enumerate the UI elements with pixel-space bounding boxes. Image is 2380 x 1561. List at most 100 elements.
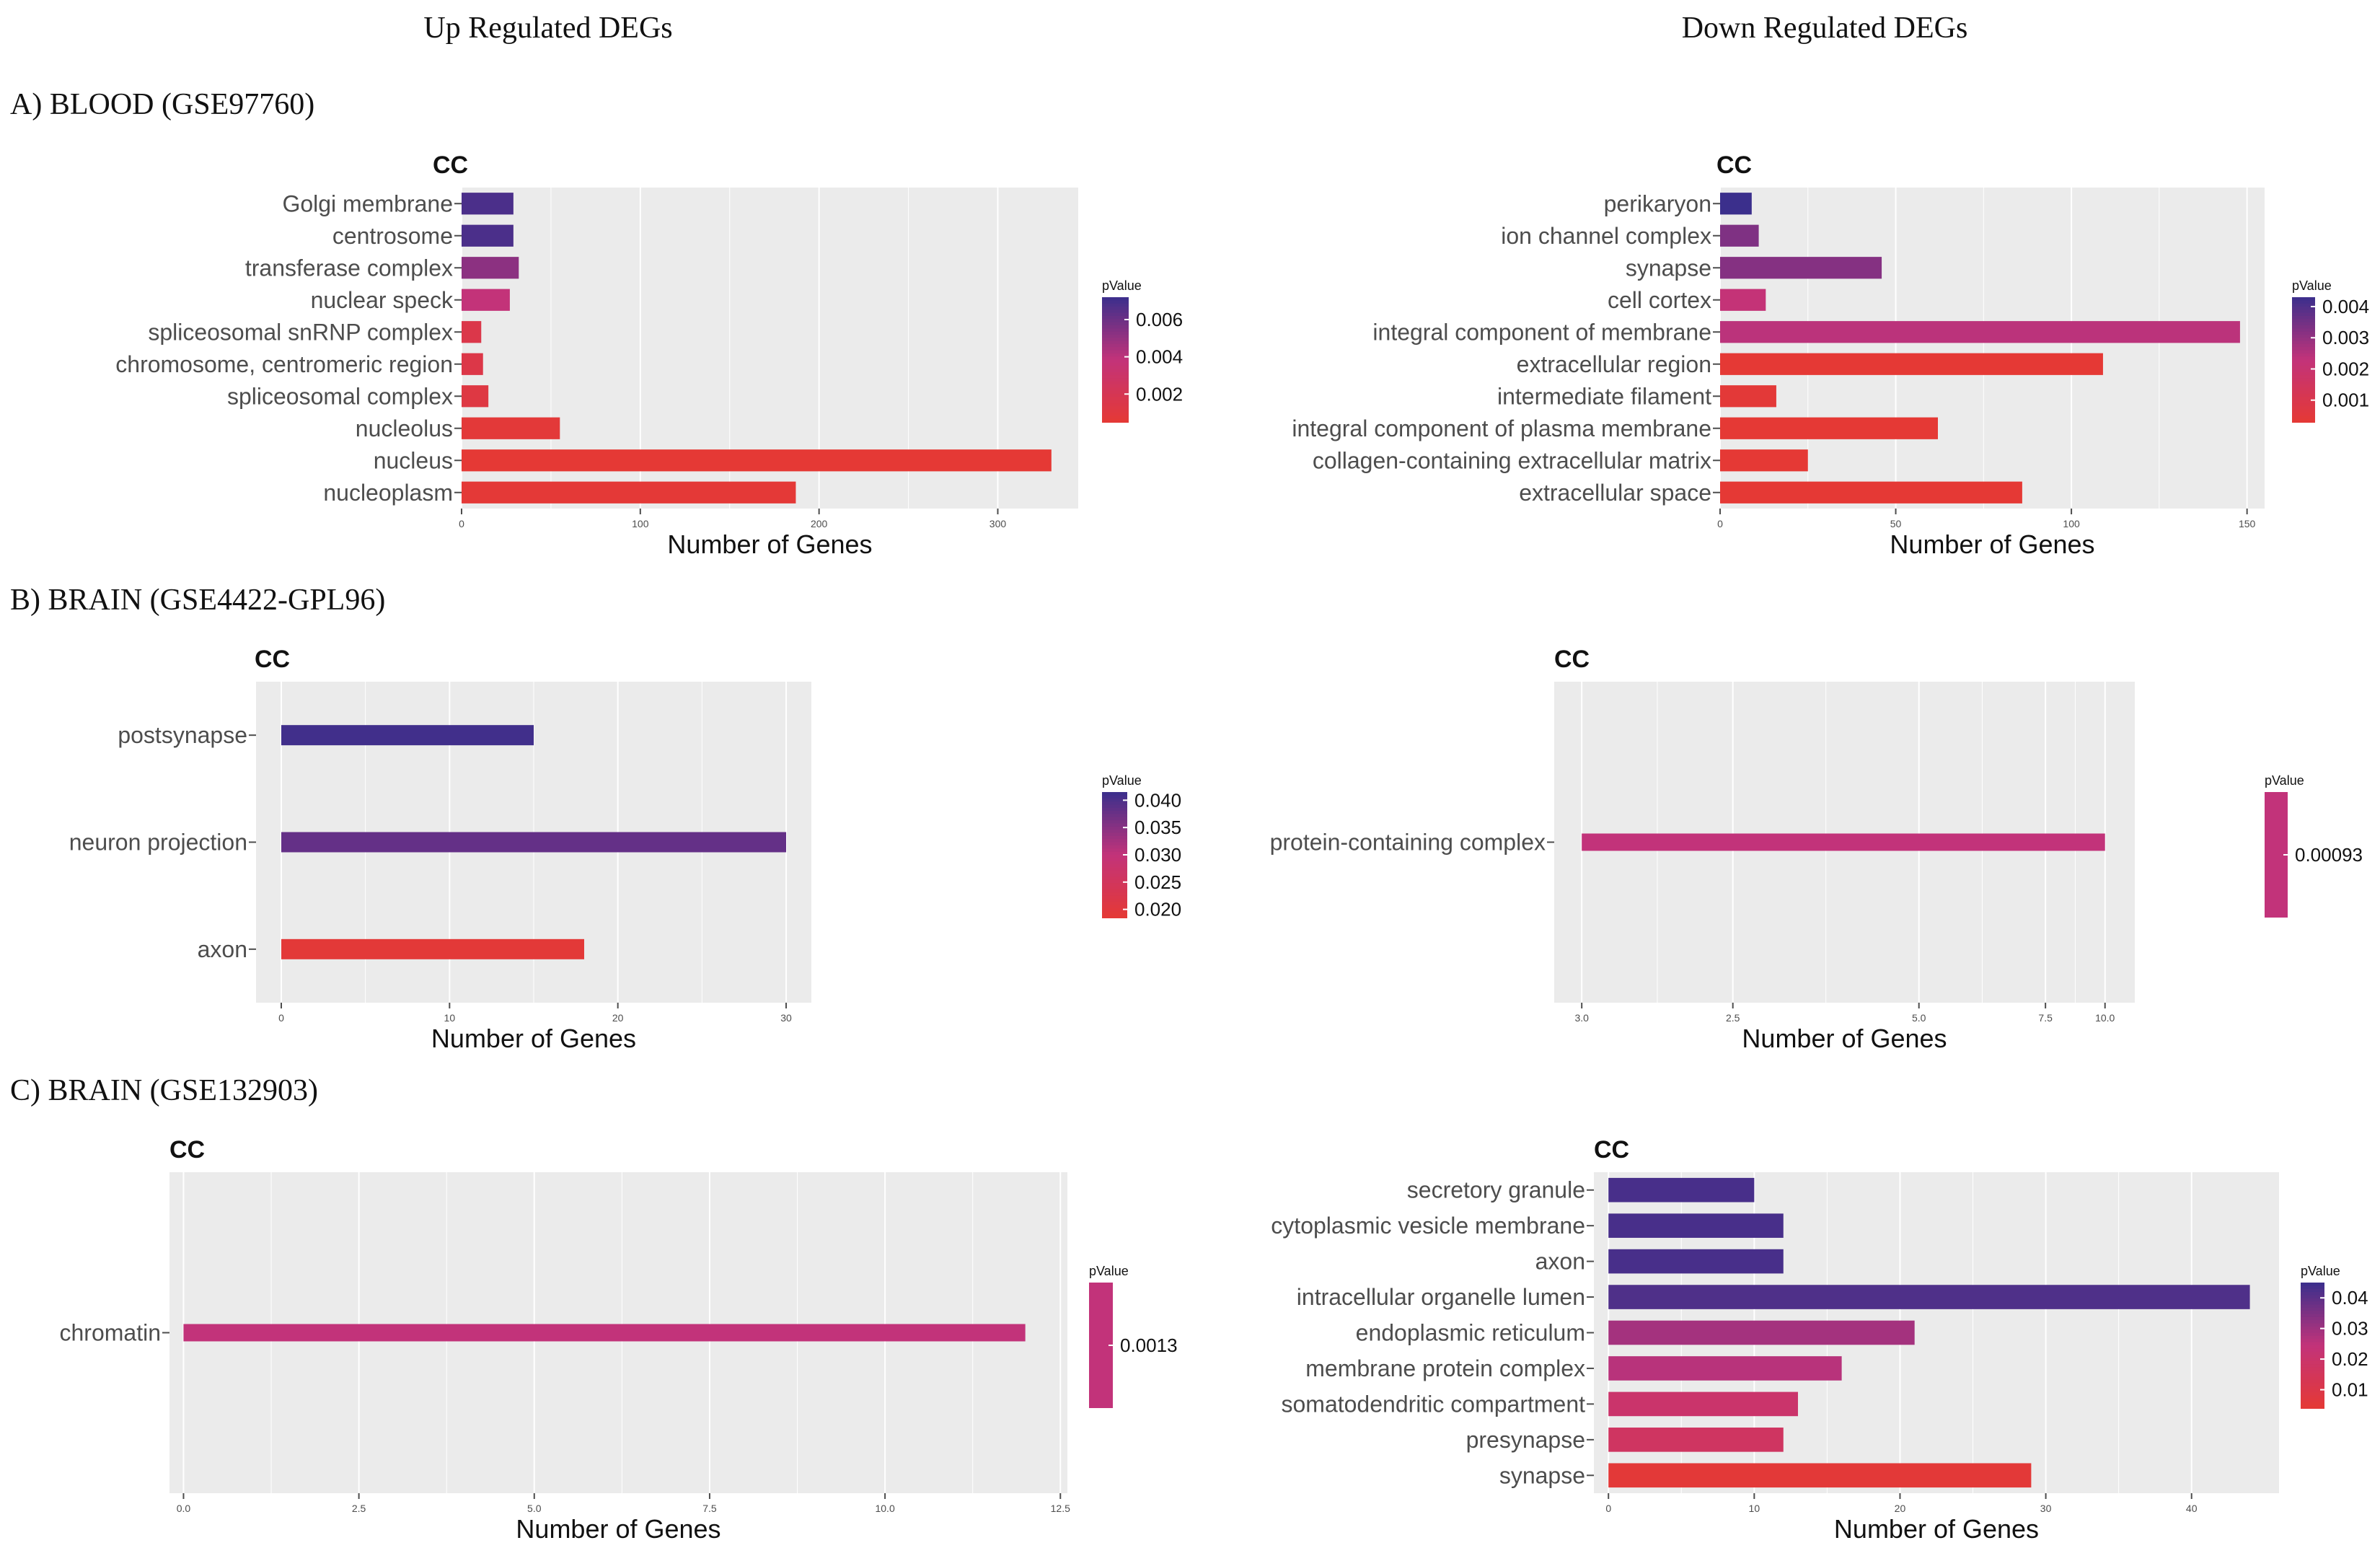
legend-colorbar-segment bbox=[2292, 400, 2315, 405]
bar bbox=[1608, 1213, 1784, 1238]
legend-label: 0.006 bbox=[1136, 309, 1183, 330]
legend-colorbar-segment bbox=[1102, 406, 1129, 410]
category-label: centrosome bbox=[332, 223, 453, 249]
category-label: cytoplasmic vesicle membrane bbox=[1271, 1213, 1585, 1239]
up-regulated-header: Up Regulated DEGs bbox=[423, 12, 672, 45]
legend-colorbar-segment bbox=[1102, 911, 1127, 915]
x-tick-label: 0.0 bbox=[177, 1503, 191, 1514]
legend-colorbar-segment bbox=[1102, 898, 1127, 903]
legend-colorbar-segment bbox=[2301, 1295, 2324, 1299]
legend-colorbar-segment bbox=[2301, 1351, 2324, 1356]
legend-colorbar-segment bbox=[1102, 835, 1127, 840]
legend-colorbar-segment bbox=[1102, 303, 1129, 307]
category-label: axon bbox=[1535, 1249, 1585, 1275]
legend-colorbar-segment bbox=[2292, 356, 2315, 361]
legend-colorbar-segment bbox=[1102, 384, 1129, 389]
legend-colorbar-segment bbox=[1102, 403, 1129, 408]
legend-title: pValue bbox=[1102, 278, 1142, 293]
legend-colorbar-segment bbox=[1102, 795, 1127, 799]
legend-colorbar-segment bbox=[1102, 350, 1129, 354]
legend-colorbar-segment bbox=[1102, 390, 1129, 395]
bar bbox=[462, 481, 796, 504]
chart-3: CC postsynapse neuron projection axon 0 10 20 3… bbox=[69, 646, 1181, 1053]
legend-colorbar-segment bbox=[1102, 792, 1127, 796]
legend-colorbar-segment bbox=[1102, 297, 1129, 302]
legend-colorbar-segment bbox=[2301, 1283, 2324, 1287]
category-label: endoplasmic reticulum bbox=[1356, 1320, 1585, 1346]
legend-colorbar-segment bbox=[2292, 340, 2315, 345]
category-label: integral component of membrane bbox=[1372, 319, 1711, 345]
legend-colorbar-segment bbox=[2301, 1373, 2324, 1378]
category-label: membrane protein complex bbox=[1305, 1355, 1585, 1381]
legend-label: 0.01 bbox=[2332, 1379, 2368, 1401]
legend-label: 0.035 bbox=[1134, 817, 1181, 838]
legend-colorbar-segment bbox=[2292, 415, 2315, 420]
legend-title: pValue bbox=[1089, 1264, 1129, 1278]
bar bbox=[281, 938, 584, 959]
category-label: ion channel complex bbox=[1501, 223, 1711, 249]
legend-colorbar-segment bbox=[1102, 895, 1127, 900]
legend-colorbar-segment bbox=[2301, 1383, 2324, 1387]
bar bbox=[1720, 481, 2022, 504]
bar bbox=[281, 832, 786, 853]
legend-colorbar-segment bbox=[1102, 902, 1127, 906]
bar bbox=[1720, 417, 1938, 439]
legend-colorbar-segment bbox=[1102, 319, 1129, 323]
legend-colorbar-segment bbox=[2292, 353, 2315, 358]
legend-colorbar-segment bbox=[1102, 331, 1129, 335]
legend-colorbar-segment bbox=[2292, 325, 2315, 330]
legend-colorbar-segment bbox=[1102, 851, 1127, 856]
section-a-heading: A) BLOOD (GSE97760) bbox=[10, 88, 314, 121]
category-label: synapse bbox=[1499, 1462, 1585, 1488]
category-label: intracellular organelle lumen bbox=[1297, 1284, 1585, 1310]
bar bbox=[1608, 1285, 2250, 1309]
legend-colorbar-segment bbox=[2301, 1335, 2324, 1340]
legend-colorbar-segment bbox=[2292, 309, 2315, 314]
category-label: extracellular region bbox=[1517, 351, 1711, 377]
x-tick-label: 200 bbox=[811, 518, 828, 529]
legend-label: 0.00093 bbox=[2295, 844, 2363, 866]
x-tick-label: 10 bbox=[1749, 1503, 1760, 1514]
legend-colorbar-segment bbox=[1102, 804, 1127, 809]
chart-title: CC bbox=[1716, 151, 1752, 179]
legend-label: 0.004 bbox=[1136, 346, 1183, 368]
legend-colorbar-segment bbox=[2292, 371, 2315, 377]
category-label: axon bbox=[198, 936, 247, 962]
legend-colorbar-segment bbox=[2292, 413, 2315, 417]
x-tick-label: 150 bbox=[2239, 518, 2256, 529]
legend-title: pValue bbox=[2292, 278, 2332, 293]
legend-colorbar-segment bbox=[2301, 1360, 2324, 1366]
legend-title: pValue bbox=[2301, 1264, 2340, 1278]
legend-label: 0.040 bbox=[1134, 789, 1181, 811]
legend-colorbar-segment bbox=[1102, 369, 1129, 373]
legend-colorbar-segment bbox=[1102, 830, 1127, 834]
legend-colorbar-segment bbox=[2301, 1402, 2324, 1406]
x-tick-label: 0 bbox=[278, 1012, 284, 1024]
category-label: nucleoplasm bbox=[323, 480, 453, 506]
x-tick-label: 10.0 bbox=[875, 1503, 894, 1514]
legend-colorbar-segment bbox=[1102, 874, 1127, 878]
legend-colorbar-segment bbox=[2301, 1355, 2324, 1359]
legend-colorbar-segment bbox=[1102, 375, 1129, 379]
bar bbox=[1720, 385, 1776, 408]
legend-colorbar-segment bbox=[1102, 886, 1127, 890]
bar bbox=[1582, 833, 2105, 851]
x-tick-label: 30 bbox=[2040, 1503, 2052, 1514]
bar bbox=[1720, 289, 1766, 311]
legend-colorbar-segment bbox=[2292, 338, 2315, 342]
bar bbox=[462, 353, 483, 375]
legend-colorbar-segment bbox=[2301, 1364, 2324, 1368]
legend-label: 0.002 bbox=[2322, 358, 2369, 379]
legend-colorbar-segment bbox=[1102, 845, 1127, 850]
legend-colorbar-segment bbox=[1102, 322, 1129, 326]
x-axis-title: Number of Genes bbox=[1890, 529, 2094, 559]
legend-colorbar-segment bbox=[2301, 1301, 2324, 1306]
bar bbox=[1608, 1320, 1915, 1345]
x-axis-title: Number of Genes bbox=[1742, 1024, 1947, 1053]
bar bbox=[1720, 224, 1759, 247]
legend-colorbar-segment bbox=[1102, 394, 1129, 398]
down-regulated-header: Down Regulated DEGs bbox=[1682, 12, 1968, 45]
legend-colorbar-segment bbox=[2292, 387, 2315, 392]
legend-colorbar-segment bbox=[2292, 315, 2315, 320]
